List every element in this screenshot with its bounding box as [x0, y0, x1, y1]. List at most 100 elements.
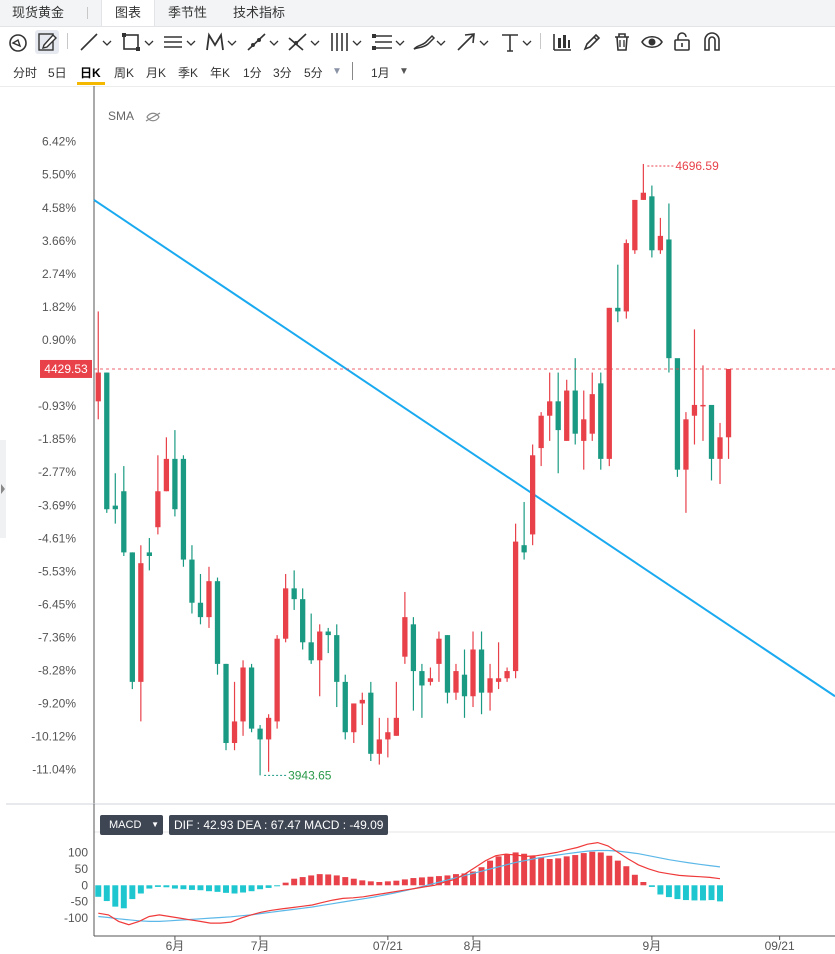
price-chart[interactable]: 6.42% 5.50% 4.58% 3.66% 2.74% 1.82% 0.90% -0.93…: [0, 86, 835, 954]
candle-body: [240, 667, 246, 722]
candle: [436, 631, 442, 682]
macd-histogram-bar: [461, 873, 468, 886]
candle-body: [172, 458, 178, 510]
tab-divider: [87, 7, 88, 19]
x-tick-label: 09/21: [765, 939, 795, 953]
candle-body: [257, 728, 263, 740]
candle-body: [589, 394, 595, 434]
candle: [444, 635, 451, 704]
period-selector: 分时 5日 日K 周K 月K 季K 年K 1分 3分 5分 ▼ 1月 ▼: [0, 60, 835, 87]
candle: [632, 199, 638, 254]
tab-seasonality[interactable]: 季节性: [168, 5, 208, 20]
candle: [598, 372, 604, 470]
macd-histogram-bar: [700, 885, 706, 901]
macd-histogram-bar: [350, 878, 357, 886]
trend-line[interactable]: [93, 199, 835, 698]
candle-body: [691, 404, 698, 416]
candle: [615, 264, 621, 323]
candle: [240, 660, 246, 736]
period-3min[interactable]: 3分: [273, 66, 292, 80]
y-tick-label: -11.04%: [32, 763, 76, 777]
cursor-icon[interactable]: [6, 30, 30, 54]
candle: [461, 649, 468, 718]
candle-body: [444, 635, 451, 693]
candle: [555, 372, 561, 474]
macd-histogram-bar: [631, 874, 638, 886]
tab-indicators[interactable]: 技术指标: [233, 5, 286, 20]
pen-edit-icon[interactable]: [35, 30, 59, 54]
macd-histogram-bar: [112, 885, 119, 907]
brush-icon[interactable]: [411, 30, 447, 54]
candle-body: [598, 383, 604, 459]
macd-histogram-bar: [572, 855, 579, 886]
arrow-icon[interactable]: [454, 30, 490, 54]
period-monthly[interactable]: 月K: [146, 66, 167, 80]
candle-body: [725, 368, 732, 438]
candle: [308, 613, 314, 664]
period-5day[interactable]: 5日: [48, 66, 67, 80]
range-dropdown-icon[interactable]: ▼: [399, 66, 409, 77]
macd-histogram-bar: [291, 878, 298, 886]
candle-body: [180, 458, 187, 560]
text-icon[interactable]: [498, 30, 534, 54]
macd-histogram-bar: [470, 871, 476, 886]
period-more-dropdown-icon[interactable]: ▼: [332, 66, 342, 77]
candle: [410, 617, 417, 711]
period-weekly[interactable]: 周K: [114, 66, 135, 80]
candle-body: [189, 559, 195, 603]
bars-icon[interactable]: [550, 30, 574, 54]
candle: [155, 455, 161, 535]
candle: [393, 681, 400, 736]
candle-body: [104, 372, 110, 510]
candle-body: [282, 588, 289, 639]
fib-icon[interactable]: [328, 30, 364, 54]
candle: [649, 185, 655, 258]
period-intraday[interactable]: 分时: [13, 66, 38, 80]
candle: [470, 631, 476, 708]
y-tick-label: 6.42%: [42, 135, 76, 149]
y-tick-label: -8.28%: [38, 663, 76, 677]
candle-body: [427, 678, 434, 682]
pattern-icon[interactable]: [203, 30, 239, 54]
eye-icon[interactable]: [640, 30, 664, 54]
trash-icon[interactable]: [610, 30, 634, 54]
candle: [300, 588, 306, 650]
pencil-icon[interactable]: [580, 30, 604, 54]
period-1min[interactable]: 1分: [243, 66, 262, 80]
sidebar-toggle-handle[interactable]: [0, 440, 6, 538]
rectangle-icon[interactable]: [120, 30, 156, 54]
macd-histogram-bar: [197, 885, 204, 891]
macd-histogram-bar: [487, 860, 494, 886]
macd-histogram-bar: [214, 885, 221, 892]
channel-icon[interactable]: [370, 30, 406, 54]
macd-tick-label: 0: [81, 878, 88, 892]
period-5min[interactable]: 5分: [304, 66, 323, 80]
candle-body: [163, 458, 170, 492]
candle: [512, 523, 519, 679]
line-icon[interactable]: [78, 30, 112, 54]
candle-body: [700, 404, 706, 407]
candle-body: [368, 692, 374, 754]
candle-body: [300, 599, 306, 643]
macd-histogram-bar: [163, 885, 170, 888]
candle: [478, 631, 485, 715]
period-quarterly[interactable]: 季K: [178, 66, 199, 80]
candle: [495, 642, 502, 690]
macd-histogram-bar: [146, 885, 153, 889]
lock-icon[interactable]: [670, 30, 694, 54]
parallel-lines-icon[interactable]: [162, 30, 198, 54]
candle: [104, 372, 110, 513]
ray-icon[interactable]: [245, 30, 281, 54]
period-yearly[interactable]: 年K: [210, 66, 231, 80]
range-selector[interactable]: 1月: [371, 66, 390, 80]
macd-selector[interactable]: MACD ▼: [100, 815, 163, 835]
candle: [717, 422, 723, 485]
tab-chart[interactable]: 图表: [101, 0, 155, 26]
y-tick-label: -7.36%: [38, 630, 76, 644]
candle-body: [206, 581, 212, 618]
hide-indicator-icon[interactable]: [145, 112, 161, 122]
fork-icon[interactable]: [286, 30, 322, 54]
candle-body: [623, 243, 629, 312]
magnet-icon[interactable]: [700, 30, 724, 54]
period-daily[interactable]: 日K: [80, 66, 101, 80]
